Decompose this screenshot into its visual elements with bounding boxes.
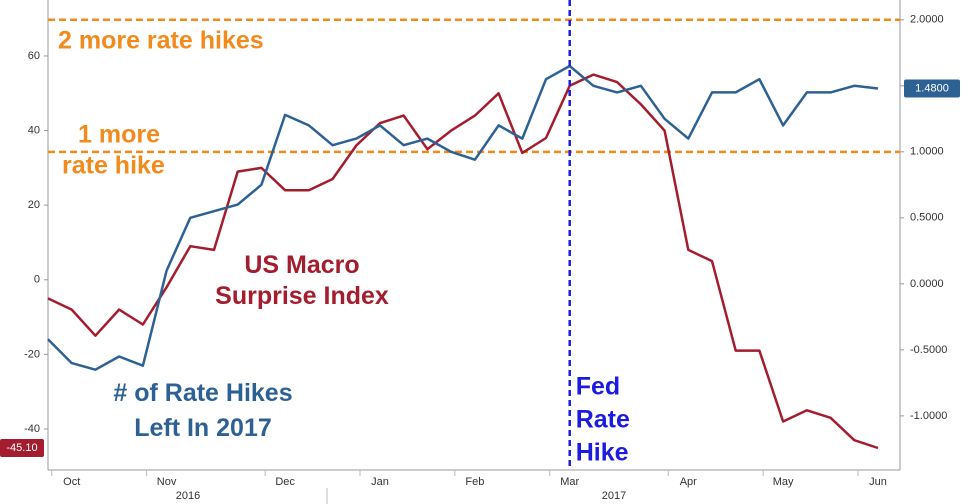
year-label: 2016 (176, 490, 200, 502)
x-tick-label: Jun (869, 476, 887, 488)
x-tick-label: Apr (680, 476, 697, 488)
series-name-line: US Macro (244, 251, 359, 279)
y2-tick-label: -0.5000 (910, 344, 947, 356)
value-tag (904, 79, 960, 98)
x-tick-label: Jan (371, 476, 389, 488)
series-line (47, 64, 879, 371)
value-tag (0, 438, 44, 457)
event-label: Fed (576, 373, 620, 401)
value-tag-label: 1.4800 (915, 82, 949, 94)
y-tick-label: 60 (28, 50, 40, 62)
y-tick-label: -20 (24, 348, 40, 360)
x-tick-label: May (773, 476, 794, 488)
series-name-line: Surprise Index (215, 282, 389, 310)
y-tick-label: 20 (28, 199, 40, 211)
x-tick-label: Dec (275, 476, 295, 488)
x-tick-label: Mar (560, 476, 579, 488)
reference-label: 2 more rate hikes (58, 27, 264, 55)
reference-label: 1 more (78, 121, 160, 149)
year-label: 2017 (602, 490, 626, 502)
y-tick-label: 0 (34, 274, 40, 286)
x-tick-label: Nov (157, 476, 177, 488)
series-name-line: # of Rate Hikes (113, 379, 292, 407)
series-name: # of Rate Hikes Left In 2017 (113, 379, 292, 442)
series-name: US Macro Surprise Index (215, 251, 389, 310)
x-tick-label: Feb (465, 476, 484, 488)
y2-tick-label: 2.0000 (910, 14, 944, 26)
y2-tick-label: -1.0000 (910, 410, 947, 422)
y-tick-label: 40 (28, 124, 40, 136)
y2-tick-label: 1.0000 (910, 146, 944, 158)
event-label: Hike (576, 439, 629, 467)
event-label: Rate (576, 406, 630, 434)
y2-tick-label: 0.0000 (910, 278, 944, 290)
y-tick-label: -40 (24, 423, 40, 435)
x-tick-label: Oct (63, 476, 80, 488)
series-line (47, 73, 879, 450)
y2-tick-label: 0.5000 (910, 212, 944, 224)
series-name-line: Left In 2017 (134, 414, 272, 442)
value-tag-label: -45.10 (6, 442, 37, 454)
reference-label: rate hike (62, 152, 165, 180)
